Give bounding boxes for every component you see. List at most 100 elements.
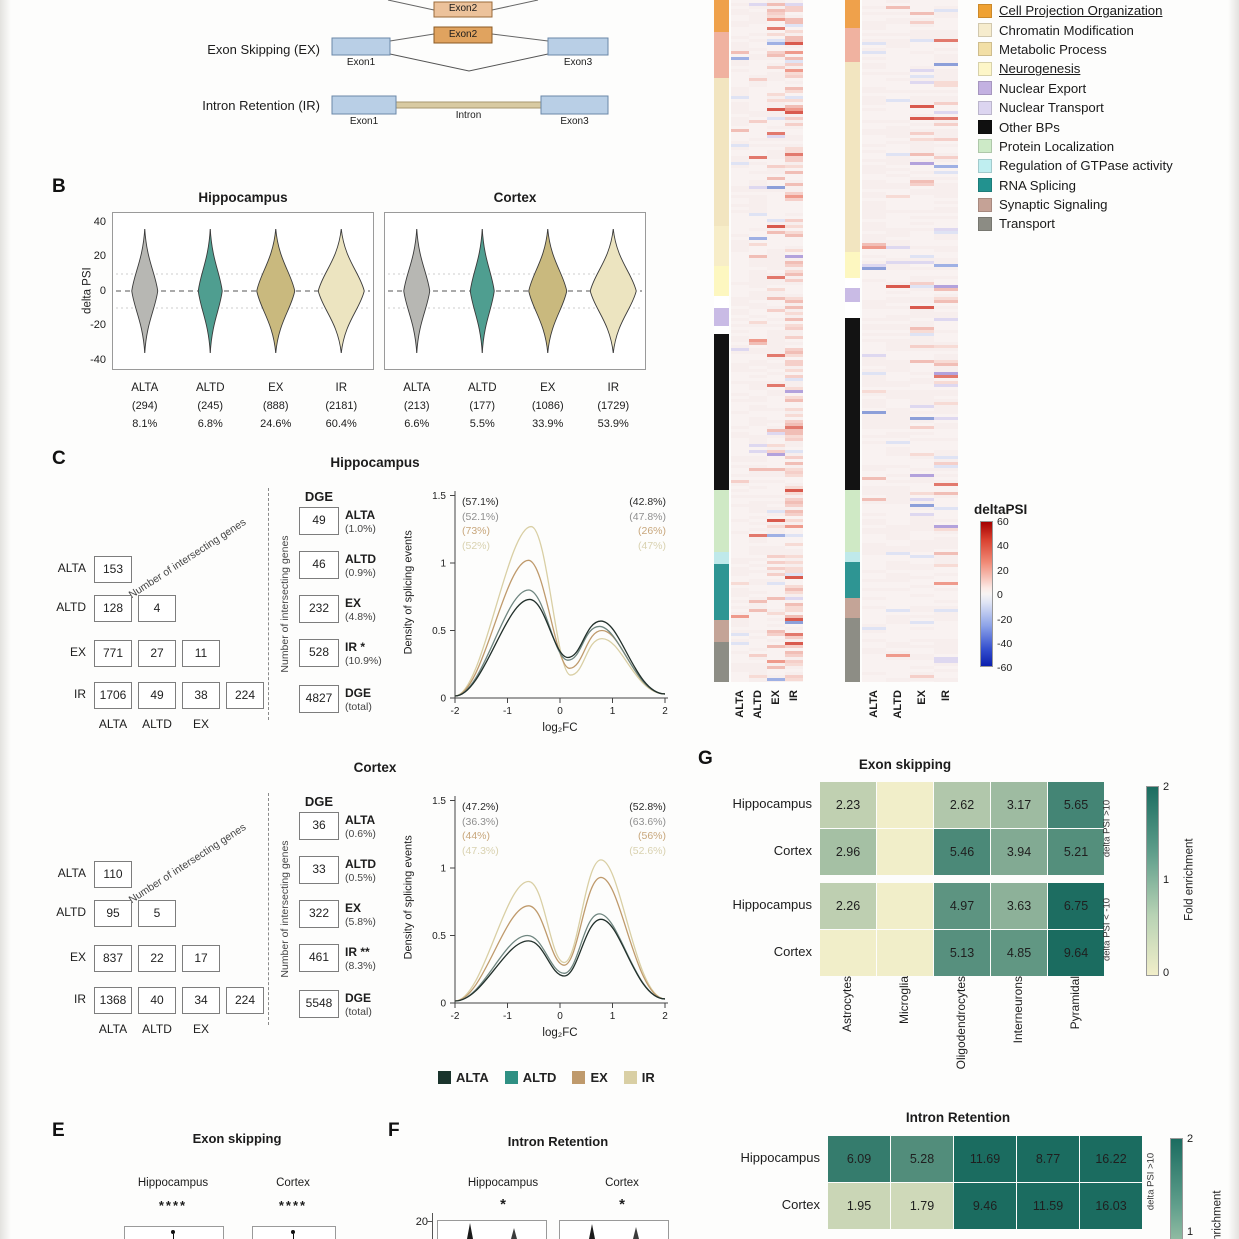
- panel-c-letter: C: [52, 448, 66, 469]
- axis-tick-label: -2: [451, 706, 460, 717]
- e-boxplot-whisker: [172, 1234, 174, 1239]
- f-group-cortex: Cortex: [605, 1177, 639, 1189]
- splice-legend-item: ALTA: [438, 1070, 489, 1085]
- b-cat-pct: 8.1%: [132, 418, 158, 430]
- axis-tick-label: 2: [662, 706, 668, 717]
- g-heatmap-cell: 2.23: [820, 782, 876, 828]
- density-xlabel: log₂FC: [542, 1027, 578, 1039]
- g-heatmap-cell: [877, 782, 933, 828]
- e-boxplot-dot: [171, 1230, 175, 1234]
- exon3-ir-label: Exon3: [560, 116, 589, 127]
- dge-name: IR **: [345, 945, 370, 959]
- f-ytick: 20: [415, 1216, 428, 1228]
- b-cat-count: (1729): [597, 400, 630, 412]
- g-col-label: Oligodendrocytes: [954, 976, 968, 1070]
- deltapsi-colorbar-tick: -40: [997, 638, 1013, 650]
- plot-shape: [454, 918, 666, 1002]
- dge-name: ALTA: [345, 813, 376, 827]
- matrix-row-label: ALTD: [56, 600, 86, 614]
- b-cat-pct: 6.6%: [404, 418, 430, 430]
- axis-tick-label: -1: [503, 1011, 512, 1022]
- g-ir-heatmap-cell: 16.22: [1080, 1136, 1142, 1182]
- c-title-cortex: Cortex: [353, 760, 397, 775]
- legend-label: ALTA: [456, 1070, 489, 1085]
- b-cat-count: (888): [262, 400, 289, 412]
- matrix-row-label: ALTA: [57, 561, 86, 575]
- f-violin-tips: [467, 1223, 517, 1239]
- dge-count-box: 49: [299, 507, 339, 535]
- b-cat-count: (245): [197, 400, 224, 412]
- matrix-row-label: EX: [69, 645, 86, 659]
- matrix-row-label: EX: [69, 950, 86, 964]
- density-plot-hippocampus: 1.5 1 0.5 0 -2 -1 0 1 2: [432, 491, 668, 717]
- section-divider: [268, 488, 269, 720]
- bp-legend-item: Cell Projection Organization: [978, 1, 1173, 20]
- b-ytick: -40: [90, 353, 106, 366]
- deltapsi-heatmap-column: [785, 0, 803, 682]
- bp-legend-item: Nuclear Export: [978, 79, 1173, 98]
- splice-legend-item: ALTD: [504, 1070, 556, 1085]
- section-divider: [268, 793, 269, 1025]
- legend-swatch: [978, 178, 992, 193]
- legend-swatch: [438, 1071, 451, 1084]
- g-ir-row-label: Hippocampus: [740, 1150, 821, 1165]
- b-ytick: 20: [93, 250, 106, 262]
- g-ir-row-label: Cortex: [781, 1197, 820, 1212]
- dge-pct: (total): [345, 1006, 372, 1018]
- deltapsi-heatmap-column: [910, 0, 934, 682]
- matrix-cell: 110: [94, 861, 132, 888]
- bp-legend-item: Metabolic Process: [978, 40, 1173, 59]
- g-row-label: Hippocampus: [732, 897, 813, 912]
- axis-tick-label: 1: [610, 706, 616, 717]
- dge-name: EX: [345, 901, 362, 915]
- exon3-label: Exon3: [563, 57, 593, 68]
- plot-shape: [131, 228, 159, 354]
- axis-tick-label: 1: [440, 864, 446, 875]
- matrix-cell: 1706: [94, 682, 132, 709]
- matrix-cell: 4: [138, 595, 176, 622]
- g-col-label: Interneurons: [1011, 976, 1025, 1044]
- density-annotation-left: (47.3%): [462, 844, 499, 857]
- matrix-cell: 11: [182, 640, 220, 667]
- e-group-hippocampus: Hippocampus: [137, 1177, 209, 1189]
- g-heatmap-cell: [877, 930, 933, 976]
- legend-swatch: [978, 100, 992, 115]
- panel-e-title: Exon skipping: [192, 1131, 282, 1146]
- matrix-cell: 27: [138, 640, 176, 667]
- density-annotation-left: (52.1%): [462, 510, 499, 523]
- g-heatmap-cell: [820, 930, 876, 976]
- g-heatmap-cell: 9.64: [1048, 930, 1104, 976]
- legend-label: Neurogenesis: [999, 61, 1081, 77]
- b-ytick: 0: [99, 284, 106, 297]
- dge-count-box: 232: [299, 595, 339, 623]
- heatmap-xlabel: EX: [770, 690, 782, 705]
- bp-category-strip-left: [714, 0, 729, 682]
- legend-label: IR: [641, 1070, 655, 1085]
- dge-count-box: 322: [299, 900, 339, 928]
- matrix-cell: 837: [94, 945, 132, 972]
- exon2-label: Exon2: [448, 29, 478, 40]
- legend-label: Transport: [999, 216, 1055, 232]
- plot-shape: [403, 228, 431, 354]
- dge-name: DGE: [345, 686, 372, 700]
- matrix-cell: 95: [94, 900, 132, 927]
- legend-swatch: [572, 1071, 586, 1084]
- density-annotation-right: (63.6%): [629, 815, 666, 828]
- exon1-box: [331, 37, 391, 56]
- g-row-label: Cortex: [773, 944, 812, 959]
- f-significance: *: [619, 1196, 625, 1213]
- legend-label: EX: [590, 1070, 608, 1085]
- deltapsi-colorbar: [980, 521, 993, 667]
- axis-tick-label: 0.5: [432, 931, 446, 942]
- splicing-diagram: [331, 0, 609, 115]
- density-annotation-left: (36.3%): [462, 815, 499, 828]
- legend-label: Nuclear Transport: [999, 100, 1104, 116]
- legend-swatch: [978, 158, 992, 173]
- deltapsi-colorbar-tick: -60: [997, 662, 1013, 675]
- panel-g-letter: G: [698, 748, 713, 769]
- dge-name: ALTA: [345, 508, 376, 522]
- axis-tick-label: 0: [440, 999, 446, 1010]
- deltapsi-heatmap-column: [731, 0, 749, 682]
- dge-count-box: 528: [299, 639, 339, 667]
- dge-count-box: 36: [299, 812, 339, 840]
